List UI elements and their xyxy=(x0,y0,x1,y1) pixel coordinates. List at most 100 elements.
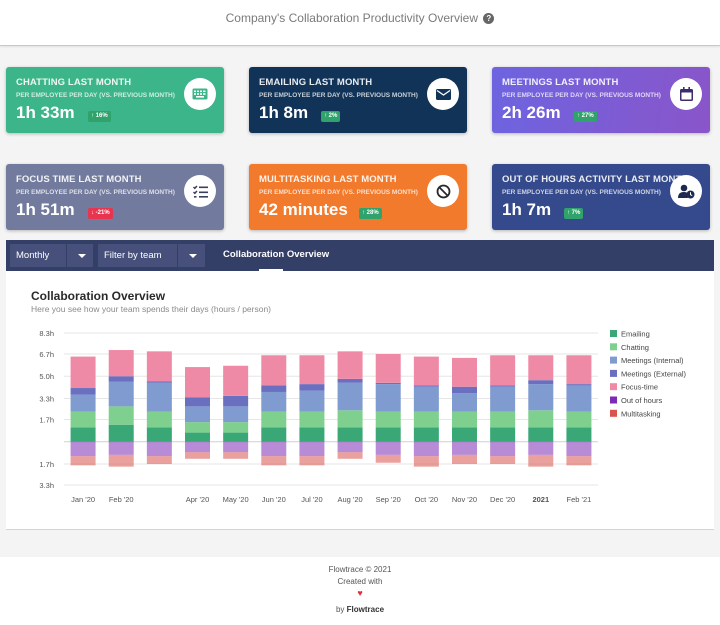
bar-segment xyxy=(375,454,401,463)
divider xyxy=(177,244,178,267)
bar-segment xyxy=(108,424,134,442)
legend-label: Meetings (Internal) xyxy=(621,356,684,365)
x-tick-label: Aug '20 xyxy=(337,495,362,504)
bar-segment xyxy=(108,406,134,425)
legend-swatch xyxy=(610,396,617,404)
change-badge: ↑ 28% xyxy=(359,208,382,219)
bar-segment xyxy=(70,394,96,412)
change-badge: ↑ 7% xyxy=(564,208,584,219)
bar-segment xyxy=(452,357,477,387)
bar-segment xyxy=(185,452,210,459)
bar-segment xyxy=(146,382,172,412)
collaboration-chart: 8.3h 6.7h 5.0h 3.3h 1.7h 1.7h 3.3h Jan '20 Feb '… xyxy=(39,329,687,504)
heart-icon: ♥ xyxy=(357,588,363,598)
chart-subtitle: Here you see how your team spends their … xyxy=(31,304,272,314)
legend-swatch xyxy=(610,343,617,351)
card-value: 2h 26m xyxy=(502,103,561,122)
bar-segment xyxy=(528,355,554,381)
legend-label: Out of hours xyxy=(621,396,663,405)
bar-segment xyxy=(223,406,249,423)
bar-segment xyxy=(528,380,554,385)
card-title: Out of hours activity last month xyxy=(502,174,689,185)
envelope-icon xyxy=(427,78,459,110)
bar-segment xyxy=(413,427,439,442)
card-value: 1h 51m xyxy=(16,200,75,219)
bar-segment xyxy=(261,391,287,412)
bar-segment xyxy=(146,427,172,442)
change-badge: ↓ -21% xyxy=(88,208,113,219)
bar-segment xyxy=(299,427,325,442)
bar-segment xyxy=(261,385,287,392)
legend-label: Meetings (External) xyxy=(621,369,687,378)
bar-segment xyxy=(490,411,516,428)
card-subtitle: Per employee per day (vs. previous month… xyxy=(259,189,418,196)
bar-segment xyxy=(146,456,172,465)
bar-segment xyxy=(70,356,96,389)
legend-swatch xyxy=(610,330,617,337)
change-value: 28% xyxy=(366,210,379,216)
x-tick-label: Dec '20 xyxy=(490,495,515,504)
card-value: 42 minutes xyxy=(259,200,348,219)
toolbar: Monthly Filter by team Collaboration Ove… xyxy=(6,240,714,271)
bar-segment xyxy=(299,390,325,412)
change-value: 16% xyxy=(95,113,108,119)
legend-label: Multitasking xyxy=(621,409,661,418)
bar-segment xyxy=(375,427,401,442)
keyboard-icon xyxy=(184,78,216,110)
x-tick-label: Jan '20 xyxy=(71,495,95,504)
x-tick-label: 2021 xyxy=(532,495,549,504)
bar-segment xyxy=(452,454,477,465)
bar-segment xyxy=(299,411,325,428)
legend-label: Chatting xyxy=(621,343,649,352)
bar-segment xyxy=(452,441,477,455)
bar-segment xyxy=(490,386,516,412)
team-filter-select[interactable]: Filter by team xyxy=(98,244,205,267)
bar-segment xyxy=(70,411,96,428)
bar-segment xyxy=(528,427,554,442)
x-tick-label: Feb '21 xyxy=(567,495,592,504)
footer-brand-link[interactable]: Flowtrace xyxy=(346,605,385,614)
chevron-down-icon xyxy=(78,254,86,258)
legend-swatch xyxy=(610,356,617,364)
footer-created-with: Created with xyxy=(337,577,383,586)
bar-segment xyxy=(566,355,592,385)
y-tick-label: 5.0h xyxy=(39,372,54,381)
x-tick-label: Sep '20 xyxy=(376,495,401,504)
bar-segment xyxy=(413,386,439,412)
footer-copyright: Flowtrace © 2021 xyxy=(328,565,392,574)
divider xyxy=(66,244,67,267)
bar-segment xyxy=(108,350,134,377)
bar-segment xyxy=(146,411,172,428)
legend-swatch xyxy=(610,383,617,391)
bar-segment xyxy=(413,385,439,387)
tab-active-indicator xyxy=(259,269,283,271)
bar-segment xyxy=(337,378,363,383)
chart-title: Collaboration Overview xyxy=(31,289,166,303)
bar-segment xyxy=(337,351,363,379)
card-chatting: Chatting last month Per employee per day… xyxy=(6,67,224,133)
bar-segment xyxy=(337,441,363,453)
bar-segment xyxy=(70,456,96,466)
card-subtitle: Per employee per day (vs. previous month… xyxy=(259,92,418,99)
checklist-icon xyxy=(184,175,216,207)
card-multitasking: Multitasking last month Per employee per… xyxy=(249,164,467,230)
bar-segment xyxy=(337,427,363,442)
legend-label: Focus-time xyxy=(621,383,658,392)
bar-segment xyxy=(490,427,516,442)
bar-segment xyxy=(452,393,477,412)
tab-label: Collaboration Overview xyxy=(223,249,330,260)
bar-segment xyxy=(185,367,210,398)
y-tick-label: 1.7h xyxy=(39,460,54,469)
bar-segment xyxy=(146,351,172,382)
tab-collaboration-overview[interactable]: Collaboration Overview xyxy=(218,240,334,271)
bar-segment xyxy=(490,441,516,457)
bar-segment xyxy=(528,441,554,455)
help-icon[interactable]: ? xyxy=(483,13,495,24)
change-badge: ↑ 16% xyxy=(88,111,111,122)
card-meetings: Meetings last month Per employee per day… xyxy=(492,67,710,133)
period-select[interactable]: Monthly xyxy=(10,244,93,267)
bar-segment xyxy=(337,410,363,428)
card-value: 1h 33m xyxy=(16,103,75,122)
bar-segment xyxy=(413,441,439,457)
page-title-text: Company's Collaboration Productivity Ove… xyxy=(225,11,479,25)
